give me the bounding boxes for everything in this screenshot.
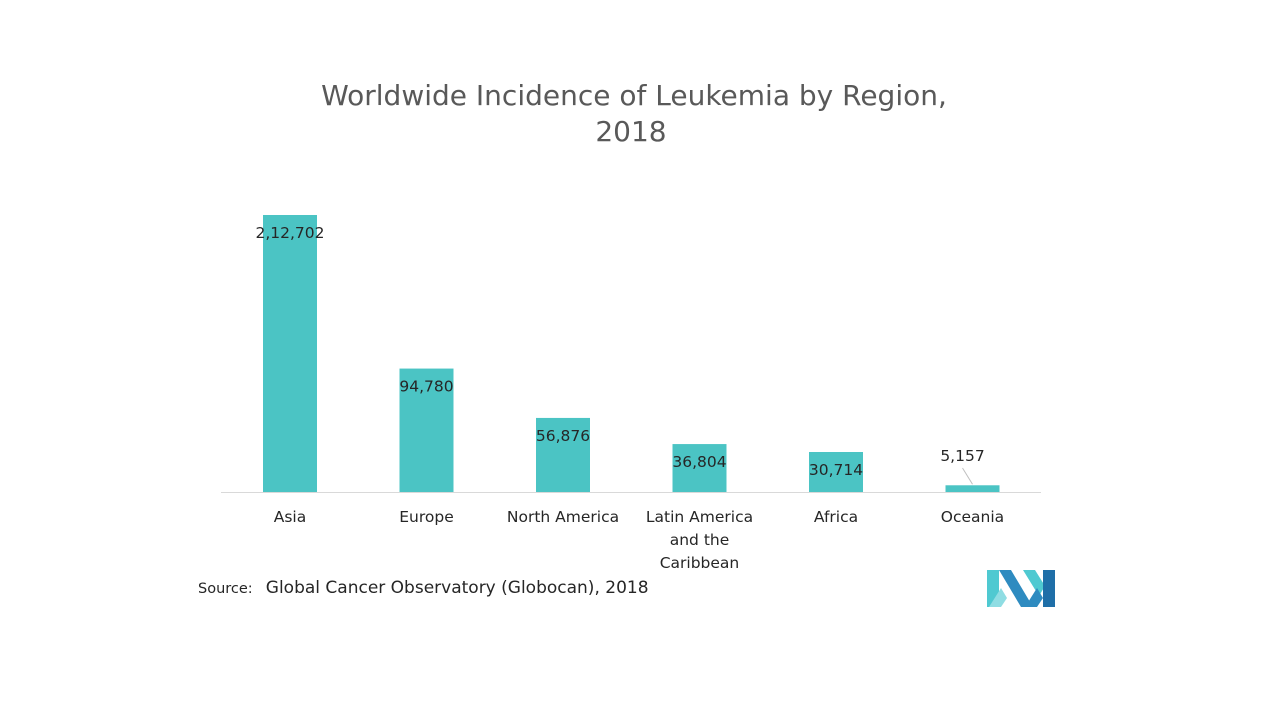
category-label-north-america: North America [507, 508, 619, 526]
leader-line-oceania [962, 467, 973, 485]
bars-group [263, 215, 1000, 492]
value-label-north-america: 56,876 [536, 427, 590, 445]
bar-europe [399, 368, 454, 492]
value-label-latin-america-and-the-caribbean: 36,804 [672, 453, 726, 471]
category-label-oceania: Oceania [941, 508, 1004, 526]
bar-africa [809, 452, 863, 492]
chart-title-line-1: Worldwide Incidence of Leukemia by Regio… [321, 79, 947, 112]
chart-title-line-2: 2018 [595, 115, 666, 148]
bar-oceania [945, 485, 1000, 492]
source-label: Source: [198, 581, 253, 597]
bar-latin-america-and-the-caribbean [672, 444, 727, 492]
bar-asia [263, 215, 317, 492]
value-label-europe: 94,780 [399, 378, 453, 396]
source-note: Source: Global Cancer Observatory (Globo… [198, 578, 649, 598]
category-label-asia: Asia [274, 508, 306, 526]
bar-north-america [536, 417, 590, 492]
value-labels-group: 2,12,702 94,780 56,876 36,804 30,714 5,157 [255, 224, 985, 485]
chart-title: Worldwide Incidence of Leukemia by Regio… [321, 79, 947, 148]
value-label-africa: 30,714 [809, 461, 863, 479]
value-label-asia: 2,12,702 [255, 224, 324, 242]
value-label-oceania: 5,157 [940, 447, 984, 465]
category-label-latin-america-and-the-caribbean: Latin America and the Caribbean [646, 508, 753, 572]
category-label-africa: Africa [814, 508, 858, 526]
category-label-europe: Europe [399, 508, 454, 526]
category-labels-group: Asia Europe North America Latin America and … [274, 508, 1004, 572]
source-text: Global Cancer Observatory (Globocan), 20… [265, 578, 649, 598]
mordor-intelligence-logo-icon [987, 570, 1055, 607]
